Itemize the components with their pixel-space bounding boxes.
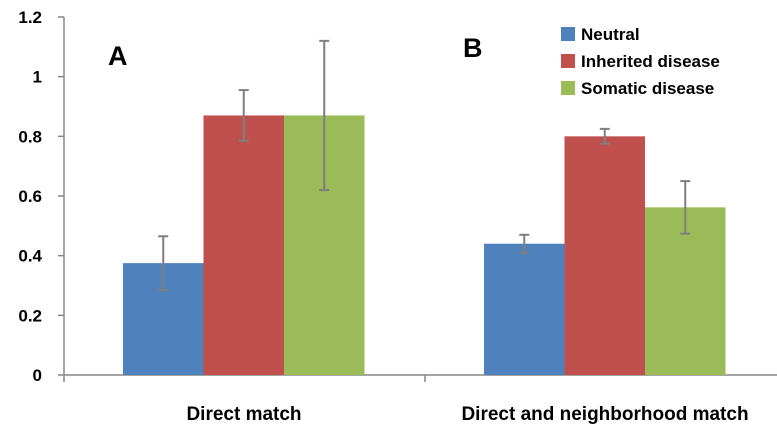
legend: Neutral Inherited disease Somatic disease	[561, 25, 720, 98]
axes: 0 0.2 0.4 0.6 0.8 1 1.2 Direct match Direct and …	[18, 8, 777, 425]
y-tick-label: 0	[33, 366, 42, 385]
bar	[564, 136, 645, 375]
legend-swatch	[561, 27, 575, 41]
legend-label: Neutral	[581, 25, 640, 44]
y-tick-label: 1	[33, 68, 42, 87]
x-category-label: Direct and neighborhood match	[461, 404, 748, 425]
bar	[484, 243, 565, 375]
x-category-label: Direct match	[186, 404, 301, 425]
y-tick-label: 0.6	[18, 187, 42, 206]
error-bars	[158, 39, 691, 291]
panel-label-a: A	[108, 41, 128, 71]
bar	[645, 207, 726, 375]
y-tick-label: 0.8	[18, 127, 42, 146]
y-tick-label: 0.4	[18, 247, 42, 266]
legend-swatch	[561, 54, 575, 68]
bar	[203, 115, 284, 375]
legend-swatch	[561, 81, 575, 95]
panel-labels: A B	[108, 33, 483, 71]
y-tick-label: 0.2	[18, 306, 42, 325]
y-tick-label: 1.2	[18, 8, 42, 27]
legend-label: Somatic disease	[581, 79, 714, 98]
legend-label: Inherited disease	[581, 52, 720, 71]
bars	[123, 115, 726, 375]
panel-label-b: B	[463, 33, 483, 63]
